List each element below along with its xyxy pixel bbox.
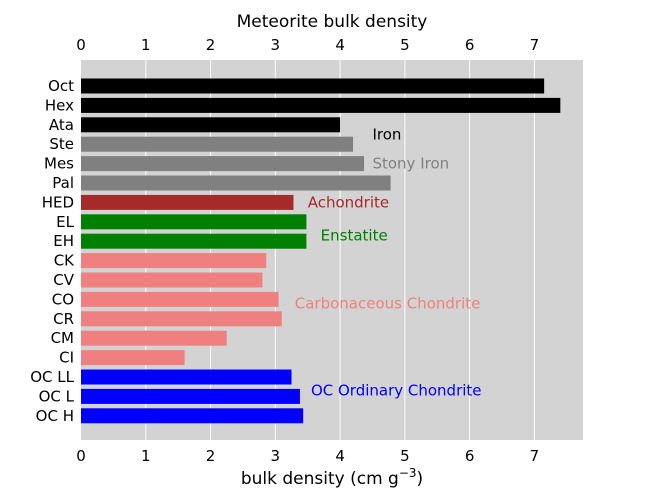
category-label: CV: [53, 271, 74, 289]
category-label: EL: [56, 213, 74, 231]
category-label: CO: [52, 290, 74, 308]
top-tick-label: 5: [400, 36, 410, 54]
category-label: CR: [53, 310, 74, 328]
category-label: Ata: [49, 116, 74, 134]
bar-el: [81, 214, 307, 230]
category-label: EH: [53, 232, 74, 250]
bar-ata: [81, 117, 341, 133]
group-annotation: Enstatite: [321, 226, 388, 244]
bottom-tick-label: 3: [271, 447, 281, 465]
group-annotations: Iron Stony Iron Achondrite Enstatite Carbona…: [295, 126, 482, 400]
x-axis-label: bulk density (cm g−3): [241, 466, 423, 489]
bar-hex: [81, 97, 561, 113]
bar-hed: [81, 194, 294, 210]
bottom-tick-label: 2: [206, 447, 216, 465]
bar-oc-h: [81, 408, 304, 424]
category-label: OC H: [36, 407, 74, 425]
bottom-tick-label: 1: [141, 447, 151, 465]
category-label: OC L: [39, 387, 75, 405]
bottom-tick-label: 7: [530, 447, 540, 465]
bar-ci: [81, 350, 185, 366]
x-axis-label-superscript: −3: [399, 466, 417, 480]
bottom-tick-label: 5: [400, 447, 410, 465]
bar-mes: [81, 156, 365, 172]
top-tick-label: 3: [271, 36, 281, 54]
group-annotation: Carbonaceous Chondrite: [295, 294, 481, 312]
category-label: CM: [51, 329, 74, 347]
bar-oc-ll: [81, 369, 292, 385]
group-annotation: Iron: [372, 126, 401, 144]
category-label: Mes: [44, 155, 74, 173]
top-tick-label: 7: [530, 36, 540, 54]
x-axis-label-main: bulk density (cm g: [241, 469, 399, 489]
top-tick-label: 4: [335, 36, 345, 54]
bar-cr: [81, 311, 282, 327]
group-annotation: Stony Iron: [372, 155, 449, 173]
top-tick-label: 0: [76, 36, 86, 54]
chart-title: Meteorite bulk density: [237, 12, 428, 32]
bottom-tick-label: 6: [465, 447, 475, 465]
bar-co: [81, 291, 279, 307]
category-label: Oct: [48, 77, 74, 95]
category-label: Ste: [49, 135, 74, 153]
category-label: OC LL: [30, 368, 74, 386]
bar-cv: [81, 272, 263, 288]
top-tick-labels: 0 1 2 3 4 5 6 7: [76, 36, 539, 54]
bars: [81, 78, 561, 424]
top-tick-label: 6: [465, 36, 475, 54]
bar-oct: [81, 78, 545, 94]
group-annotation: Achondrite: [308, 193, 389, 211]
group-annotation: OC Ordinary Chondrite: [311, 382, 482, 400]
bar-pal: [81, 175, 391, 191]
category-label: Hex: [45, 96, 74, 114]
x-axis-label-suffix: ): [417, 469, 424, 489]
bottom-tick-labels: 0 1 2 3 4 5 6 7: [76, 447, 539, 465]
category-label: Pal: [52, 174, 74, 192]
bottom-tick-label: 4: [335, 447, 345, 465]
category-label: CK: [54, 252, 75, 270]
top-tick-label: 2: [206, 36, 216, 54]
bar-ck: [81, 253, 267, 269]
top-tick-label: 1: [141, 36, 151, 54]
bar-oc-l: [81, 388, 300, 404]
category-label: HED: [42, 193, 74, 211]
bar-ste: [81, 136, 354, 152]
bar-cm: [81, 330, 227, 346]
bar-eh: [81, 233, 307, 249]
category-label: CI: [59, 349, 74, 367]
category-labels: OctHexAtaSteMesPalHEDELEHCKCVCOCRCMCIOC …: [30, 77, 75, 425]
bottom-tick-label: 0: [76, 447, 86, 465]
